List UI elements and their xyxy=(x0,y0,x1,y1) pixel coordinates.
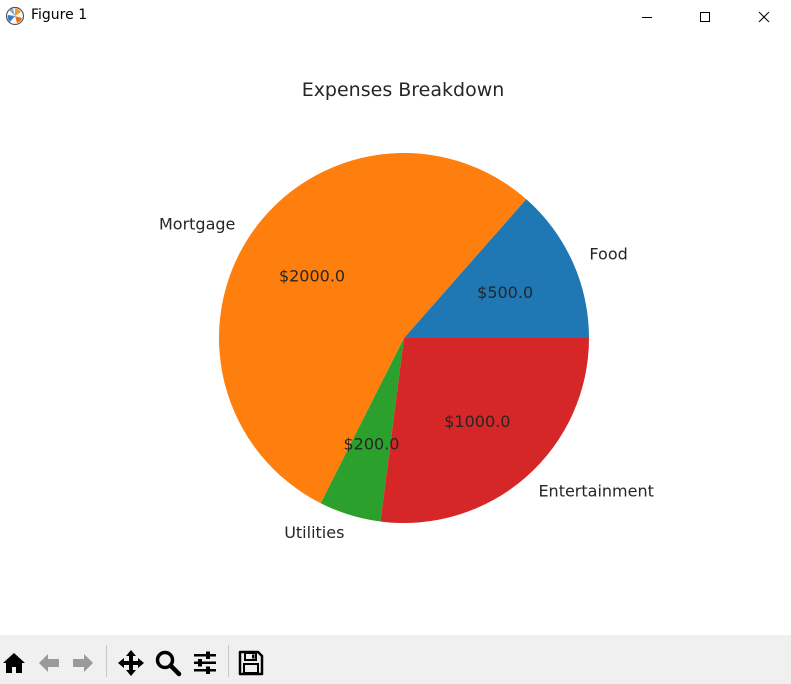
sliders-icon xyxy=(194,651,216,674)
value-label-food: $500.0 xyxy=(477,283,533,302)
forward-button[interactable] xyxy=(69,649,97,677)
save-button[interactable] xyxy=(237,649,265,677)
pie-labels: $500.0 Food $2000.0 Mortgage $200.0 Utilities… xyxy=(159,215,654,543)
pie-slices xyxy=(219,153,589,523)
toolbar-separator xyxy=(106,645,107,677)
back-button[interactable] xyxy=(35,649,63,677)
floppy-disk-icon xyxy=(238,650,264,676)
maximize-icon xyxy=(700,11,710,22)
pie-slice-entertainment xyxy=(380,338,589,523)
zoom-button[interactable] xyxy=(154,649,182,677)
navigation-toolbar xyxy=(0,635,791,684)
maximize-button[interactable] xyxy=(682,0,728,33)
matplotlib-logo-icon xyxy=(5,6,25,26)
move-icon xyxy=(118,650,144,676)
category-label-utilities: Utilities xyxy=(284,523,344,542)
category-label-mortgage: Mortgage xyxy=(159,215,235,234)
minimize-button[interactable] xyxy=(624,0,670,33)
pie-slice-food xyxy=(404,199,589,338)
toolbar-separator xyxy=(228,645,229,677)
magnifier-icon xyxy=(155,650,182,677)
figure-canvas[interactable]: Expenses Breakdown $500.0 Food $2000.0 Mort… xyxy=(0,35,791,635)
home-icon xyxy=(3,653,25,673)
value-label-entertainment: $1000.0 xyxy=(444,412,510,431)
configure-subplots-button[interactable] xyxy=(191,649,219,677)
pie-slice-utilities xyxy=(320,338,404,522)
home-button[interactable] xyxy=(0,649,28,677)
pie-chart: Expenses Breakdown $500.0 Food $2000.0 Mort… xyxy=(159,79,654,543)
value-label-utilities: $200.0 xyxy=(344,435,400,454)
chart-title: Expenses Breakdown xyxy=(302,79,505,101)
value-label-mortgage: $2000.0 xyxy=(279,266,345,285)
minimize-icon xyxy=(642,16,652,18)
category-label-entertainment: Entertainment xyxy=(538,481,653,500)
pan-button[interactable] xyxy=(117,649,145,677)
close-icon xyxy=(758,11,770,22)
close-button[interactable] xyxy=(741,0,787,33)
window-title: Figure 1 xyxy=(31,7,88,23)
arrow-left-icon xyxy=(39,654,59,672)
arrow-right-icon xyxy=(73,654,93,672)
pie-slice-mortgage xyxy=(219,153,527,504)
category-label-food: Food xyxy=(589,245,627,264)
window-titlebar: Figure 1 xyxy=(0,0,791,35)
